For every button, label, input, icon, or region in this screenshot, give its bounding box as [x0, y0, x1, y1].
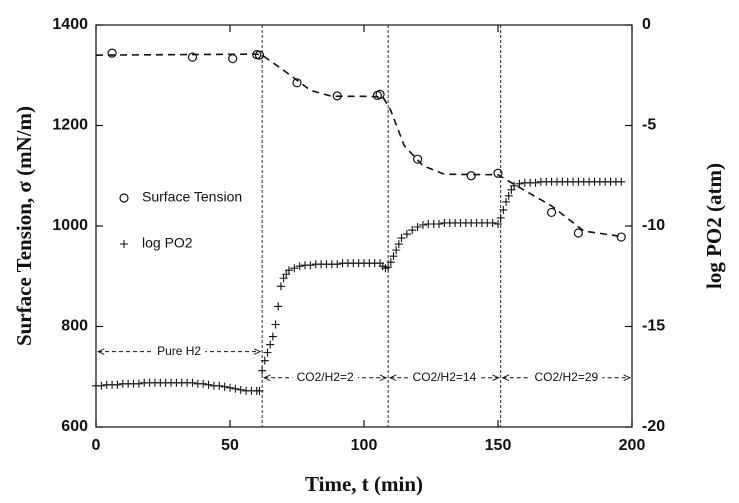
plus-point: [408, 226, 417, 235]
circle-point: [493, 168, 503, 178]
y-tick-label: 1000: [52, 217, 88, 234]
plus-point: [290, 264, 299, 273]
plus-point: [295, 262, 304, 271]
y2-tick-label: -20: [642, 418, 665, 435]
circle-point: [573, 228, 584, 238]
plot-frame: [95, 24, 633, 428]
plus-point: [333, 260, 342, 269]
plus-point: [402, 230, 411, 239]
plus-point: [435, 219, 444, 228]
plus-point: [97, 381, 106, 390]
y-tick-label: 800: [61, 318, 88, 335]
x-tick-label: 150: [485, 437, 512, 454]
plus-point: [268, 332, 277, 341]
plus-point: [220, 382, 229, 391]
circle-point: [332, 91, 342, 101]
plus-point: [306, 261, 315, 270]
legend-label: Surface Tension: [142, 189, 242, 205]
plus-point: [488, 218, 497, 227]
plus-point: [276, 282, 285, 291]
annotation-text: Pure H2: [157, 344, 201, 358]
plus-point: [394, 240, 403, 249]
y-tick-label: 1200: [52, 117, 88, 134]
y2-tick-label: -15: [642, 318, 665, 335]
plus-point: [266, 340, 275, 349]
plus-point: [204, 380, 213, 389]
circle-point: [466, 171, 476, 181]
y2-tick-label: -10: [642, 217, 665, 234]
x-axis-label: Time, t (min): [305, 472, 423, 496]
plus-point: [199, 379, 208, 388]
plus-point: [494, 219, 502, 228]
plus-point: [255, 386, 264, 395]
x-tick-label: 200: [619, 437, 646, 454]
plus-point: [418, 220, 427, 229]
circle-point: [254, 50, 265, 60]
x-tick-label: 50: [221, 437, 239, 454]
circle-point: [375, 89, 385, 99]
circle-point: [119, 193, 129, 203]
plus-point: [510, 181, 519, 190]
circle-point: [616, 232, 626, 242]
x-tick-label: 0: [92, 437, 101, 454]
plus-point: [279, 274, 288, 283]
annotation-text: CO2/H2=2: [297, 370, 354, 384]
plus-point: [499, 205, 508, 214]
y2-tick-label: -5: [642, 117, 656, 134]
y-axis-label: Surface Tension, σ (mN/m): [12, 106, 36, 346]
plus-point: [258, 366, 267, 375]
plus-point: [271, 320, 280, 329]
plus-point: [282, 270, 291, 279]
annotation-bg: [530, 368, 603, 385]
circle-point: [187, 52, 198, 62]
plus-point: [260, 356, 269, 365]
y-tick-label: 1400: [52, 16, 88, 33]
plus-point: [226, 383, 234, 392]
fit-line: [95, 53, 619, 237]
plus-point: [384, 263, 393, 272]
plus-point: [113, 380, 122, 389]
circle-point: [292, 78, 302, 88]
annotation-text: CO2/H2=29: [534, 370, 598, 384]
plus-point: [496, 213, 505, 222]
plus-point: [231, 384, 240, 393]
plus-point: [215, 381, 224, 390]
plus-point: [274, 302, 283, 311]
circle-point: [107, 48, 117, 58]
plus-point: [236, 385, 245, 394]
y2-axis-label: log PO2 (atm): [702, 163, 726, 289]
annotation-text: CO2/H2=14: [413, 370, 477, 384]
y-tick-label: 600: [61, 418, 88, 435]
plus-point: [134, 379, 143, 388]
annotation-bg: [408, 368, 481, 385]
plus-point: [263, 348, 272, 357]
circle-point: [413, 154, 423, 164]
plus-point: [188, 378, 197, 387]
plus-point: [120, 240, 128, 248]
plus-point: [392, 246, 401, 255]
annotation-bg: [153, 342, 206, 359]
plus-point: [504, 191, 513, 200]
circle-point: [546, 207, 557, 218]
y2-tick-label: 0: [642, 16, 651, 33]
plus-point: [413, 223, 422, 232]
plus-point: [386, 258, 395, 267]
plus-point: [617, 177, 626, 186]
x-tick-label: 100: [351, 437, 378, 454]
plus-point: [397, 234, 406, 243]
plus-point: [515, 179, 524, 188]
plus-point: [389, 252, 398, 261]
plus-point: [502, 197, 511, 206]
plus-point: [284, 266, 293, 275]
legend-label: log PO2: [142, 235, 193, 251]
circle-point: [228, 54, 238, 64]
annotation-bg: [292, 368, 358, 385]
plus-point: [507, 185, 516, 194]
plus-point: [531, 178, 540, 187]
